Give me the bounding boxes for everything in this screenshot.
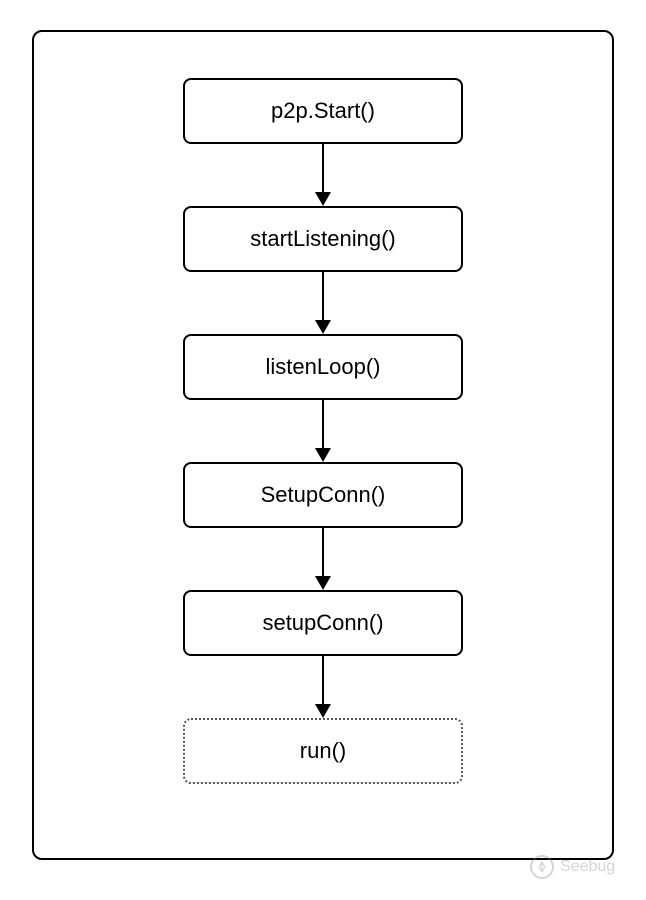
flowchart-node: p2p.Start() [183, 78, 463, 144]
flowchart-node: run() [183, 718, 463, 784]
arrow-line [322, 528, 325, 578]
arrow-head-icon [315, 576, 331, 590]
arrow-line [322, 272, 325, 322]
node-label: startListening() [250, 226, 396, 252]
node-label: p2p.Start() [271, 98, 375, 124]
flowchart-node: startListening() [183, 206, 463, 272]
arrow-line [322, 144, 325, 194]
flowchart-node: listenLoop() [183, 334, 463, 400]
flowchart-node: SetupConn() [183, 462, 463, 528]
node-label: run() [300, 738, 346, 764]
arrow-head-icon [315, 192, 331, 206]
arrow-head-icon [315, 448, 331, 462]
watermark-text: Seebug [560, 858, 615, 876]
node-label: setupConn() [262, 610, 383, 636]
flowchart-node: setupConn() [183, 590, 463, 656]
arrow-line [322, 656, 325, 706]
watermark: Seebug [530, 855, 615, 879]
arrow-head-icon [315, 320, 331, 334]
watermark-bug-icon [530, 855, 554, 879]
arrow-line [322, 400, 325, 450]
arrow-head-icon [315, 704, 331, 718]
node-label: SetupConn() [261, 482, 386, 508]
node-label: listenLoop() [266, 354, 381, 380]
